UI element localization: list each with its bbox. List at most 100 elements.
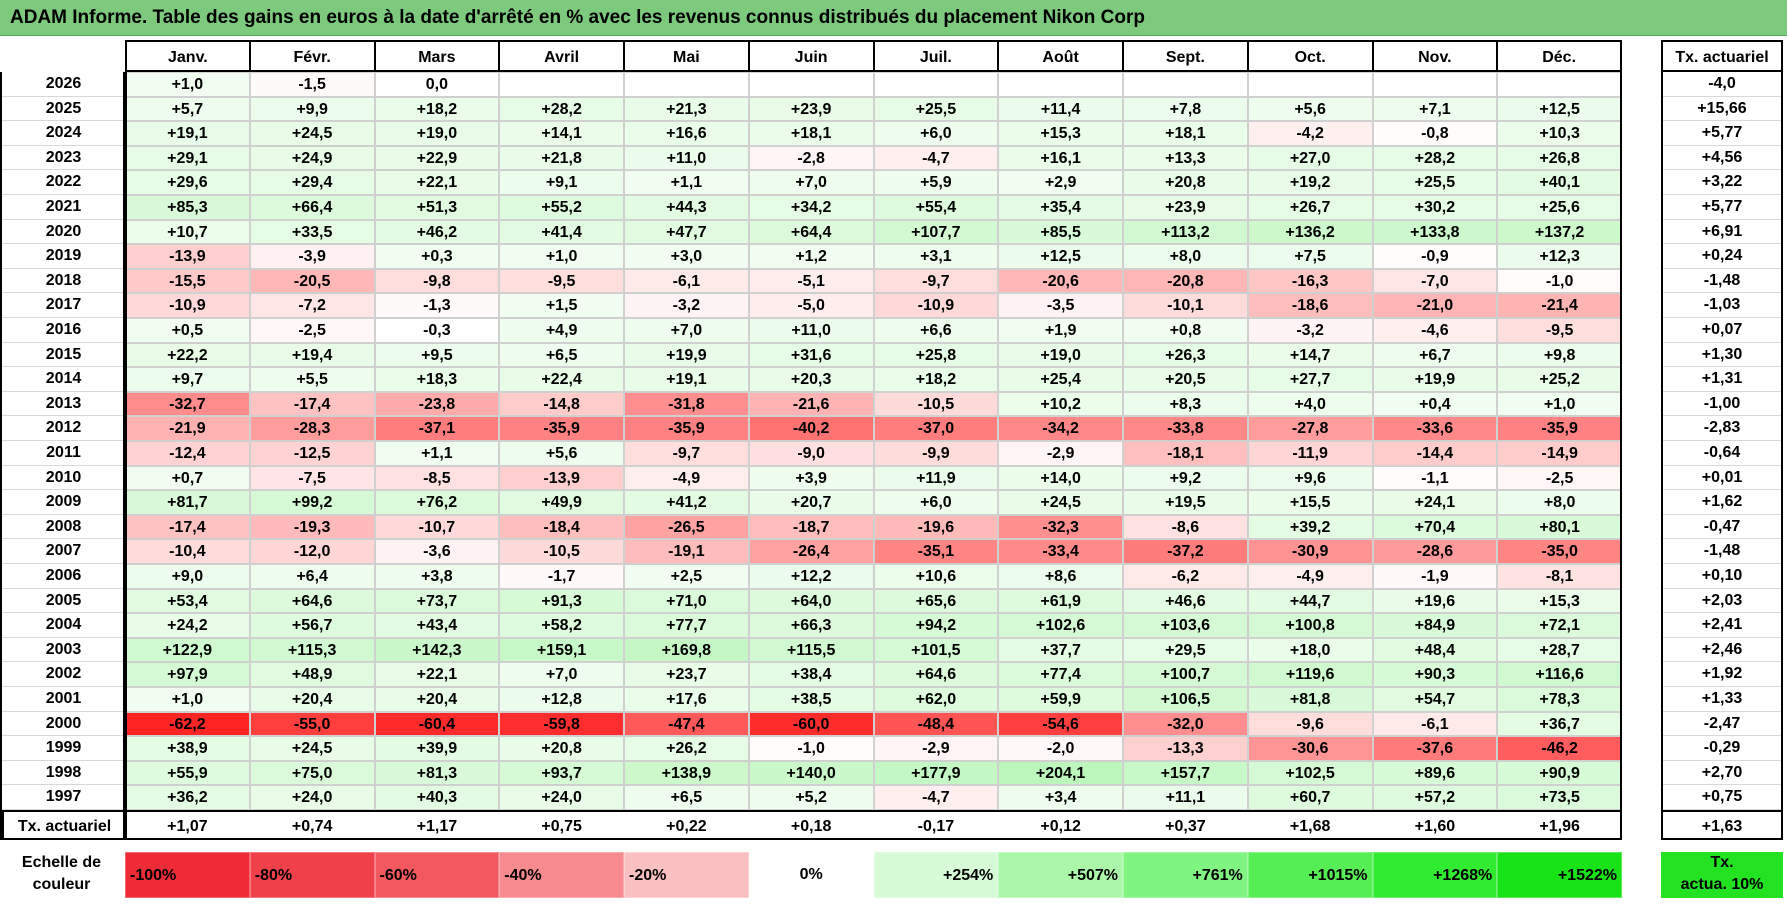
return-cell: -62,2 bbox=[125, 711, 250, 737]
annual-rate-header: Tx. actuariel bbox=[1661, 40, 1783, 72]
return-cell: +22,1 bbox=[374, 170, 500, 195]
year-label: 2014 bbox=[2, 367, 125, 392]
legend-step: -20% bbox=[624, 852, 749, 898]
annual-rate-cell: -2,47 bbox=[1661, 712, 1783, 737]
return-cell: -47,4 bbox=[624, 711, 749, 737]
return-cell: -35,0 bbox=[1497, 539, 1622, 564]
return-cell: +3,1 bbox=[873, 244, 999, 269]
year-label: 2022 bbox=[2, 170, 125, 195]
return-cell: +20,3 bbox=[748, 367, 874, 392]
return-cell: +24,5 bbox=[249, 121, 375, 146]
return-cell: -2,5 bbox=[249, 318, 375, 343]
legend-step: 0% bbox=[748, 852, 874, 898]
return-cell: +54,7 bbox=[1372, 687, 1498, 712]
return-cell: -6,1 bbox=[1372, 711, 1498, 737]
return-cell: +6,5 bbox=[499, 342, 624, 368]
legend-rate-line1: Tx. bbox=[1710, 854, 1734, 871]
return-cell: +2,9 bbox=[998, 170, 1123, 195]
return-cell: +31,6 bbox=[748, 342, 874, 368]
return-cell bbox=[1372, 72, 1498, 97]
return-cell: +13,3 bbox=[1123, 145, 1248, 171]
return-cell: -19,1 bbox=[624, 539, 749, 564]
return-cell: -33,4 bbox=[998, 539, 1123, 564]
return-cell: +59,9 bbox=[998, 687, 1123, 712]
return-cell: -26,5 bbox=[624, 514, 749, 540]
return-cell: +5,7 bbox=[125, 96, 250, 122]
return-cell: -19,3 bbox=[249, 514, 375, 540]
month-header: Janv. bbox=[125, 40, 250, 72]
return-cell: +12,3 bbox=[1497, 244, 1622, 269]
footer-rate-cell: +0,74 bbox=[249, 810, 375, 840]
return-cell: +90,9 bbox=[1497, 760, 1622, 786]
return-cell: +64,6 bbox=[249, 588, 375, 614]
return-cell: +84,9 bbox=[1372, 613, 1498, 638]
return-cell: +204,1 bbox=[998, 760, 1123, 786]
month-header: Août bbox=[998, 40, 1123, 72]
return-cell: +6,5 bbox=[624, 785, 749, 810]
year-label: 2016 bbox=[2, 318, 125, 343]
return-cell bbox=[1247, 72, 1373, 97]
year-label: 2008 bbox=[2, 515, 125, 540]
return-cell: +169,8 bbox=[624, 637, 749, 663]
return-cell: +35,4 bbox=[998, 195, 1123, 220]
return-cell: +18,2 bbox=[374, 96, 500, 122]
return-cell: +6,7 bbox=[1372, 342, 1498, 368]
return-cell: +1,9 bbox=[998, 318, 1123, 343]
annual-rate-cell: -1,48 bbox=[1661, 269, 1783, 294]
annual-rate-cell: +0,10 bbox=[1661, 564, 1783, 589]
return-cell: +25,5 bbox=[1372, 170, 1498, 195]
return-cell: +102,6 bbox=[998, 613, 1123, 638]
year-label: 2006 bbox=[2, 564, 125, 589]
return-cell: +133,8 bbox=[1372, 219, 1498, 245]
return-cell: -1,1 bbox=[1372, 465, 1498, 491]
return-cell: +55,4 bbox=[873, 195, 999, 220]
return-cell: -6,2 bbox=[1123, 564, 1248, 589]
return-cell: -2,8 bbox=[748, 145, 874, 171]
return-cell: -59,8 bbox=[499, 711, 624, 737]
return-cell bbox=[1123, 72, 1248, 97]
return-cell: -35,1 bbox=[873, 539, 999, 564]
year-label: 2018 bbox=[2, 269, 125, 294]
legend-step: +1015% bbox=[1247, 852, 1373, 898]
return-cell: +25,2 bbox=[1497, 367, 1622, 392]
return-cell: +60,7 bbox=[1247, 785, 1373, 810]
return-cell: +18,0 bbox=[1247, 637, 1373, 663]
return-cell: +20,5 bbox=[1123, 367, 1248, 392]
return-cell: +11,1 bbox=[1123, 785, 1248, 810]
return-cell: +5,6 bbox=[1247, 96, 1373, 122]
return-cell: +6,0 bbox=[873, 490, 999, 515]
annual-rate-cell: +3,22 bbox=[1661, 170, 1783, 195]
month-header: Sept. bbox=[1123, 40, 1248, 72]
annual-rate-cell: +5,77 bbox=[1661, 121, 1783, 146]
return-cell: -28,6 bbox=[1372, 539, 1498, 564]
return-cell: +26,7 bbox=[1247, 195, 1373, 220]
return-cell: +76,2 bbox=[374, 490, 500, 515]
annual-rate-cell: +2,70 bbox=[1661, 761, 1783, 786]
footer-rate-cell: -0,17 bbox=[873, 810, 999, 840]
return-cell: -2,5 bbox=[1497, 465, 1622, 491]
return-cell: -28,3 bbox=[249, 416, 375, 441]
return-cell: -9,5 bbox=[1497, 318, 1622, 343]
annual-rate-cell: +2,41 bbox=[1661, 613, 1783, 638]
return-cell: -3,5 bbox=[998, 293, 1123, 318]
footer-rate-cell: +0,75 bbox=[499, 810, 624, 840]
annual-rate-cell: -1,03 bbox=[1661, 293, 1783, 318]
return-cell: +0,3 bbox=[374, 244, 500, 269]
return-cell: +33,5 bbox=[249, 219, 375, 245]
return-cell bbox=[499, 72, 624, 97]
return-cell: +49,9 bbox=[499, 490, 624, 515]
return-cell: -60,0 bbox=[748, 711, 874, 737]
annual-rate-cell: -4,0 bbox=[1661, 72, 1783, 97]
legend-label: Echelle de couleur bbox=[0, 852, 123, 898]
return-cell: -20,5 bbox=[249, 268, 375, 294]
return-cell: +106,5 bbox=[1123, 687, 1248, 712]
return-cell: +22,2 bbox=[125, 342, 250, 368]
return-cell: +22,4 bbox=[499, 367, 624, 392]
return-cell: +4,0 bbox=[1247, 391, 1373, 417]
return-cell: -32,0 bbox=[1123, 711, 1248, 737]
return-cell: +66,3 bbox=[748, 613, 874, 638]
return-cell: +73,7 bbox=[374, 588, 500, 614]
return-cell: -3,6 bbox=[374, 539, 500, 564]
return-cell: +40,3 bbox=[374, 785, 500, 810]
return-cell: -21,4 bbox=[1497, 293, 1622, 318]
